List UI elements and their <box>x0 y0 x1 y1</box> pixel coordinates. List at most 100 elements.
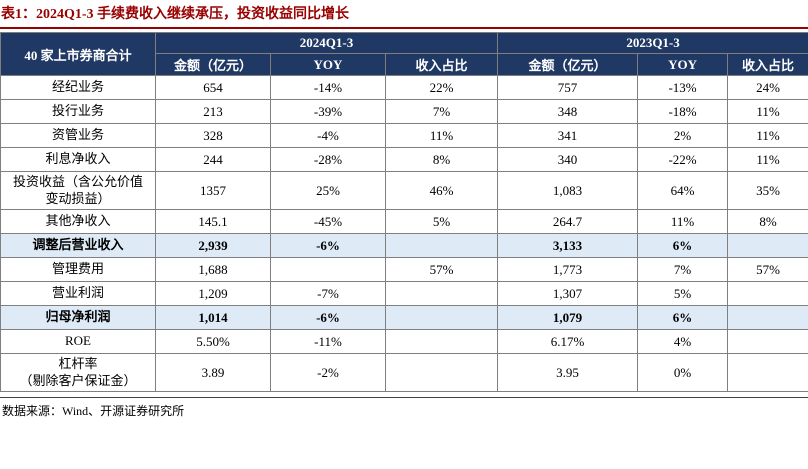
row-cell: 145.1 <box>155 209 271 234</box>
table-row: 投行业务 213 -39% 7% 348 -18% 11% <box>0 99 808 124</box>
row-cell: -4% <box>270 123 386 148</box>
period-group-header-1: 2024Q1-3 <box>154 32 499 54</box>
row-cell: 11% <box>727 123 808 148</box>
row-cell: -18% <box>637 99 729 124</box>
row-label: 管理费用 <box>0 257 156 282</box>
row-cell: -22% <box>637 147 729 172</box>
row-cell: 1357 <box>155 171 271 210</box>
row-cell: 1,688 <box>155 257 271 282</box>
row-cell: -45% <box>270 209 386 234</box>
table-row: 经纪业务 654 -14% 22% 757 -13% 24% <box>0 75 808 100</box>
row-cell: 7% <box>384 99 499 124</box>
table-row: 资管业务 328 -4% 11% 341 2% 11% <box>0 123 808 148</box>
row-cell: 4% <box>637 329 729 354</box>
row-cell: 3.89 <box>155 353 271 392</box>
row-cell: 1,307 <box>497 281 639 306</box>
row-cell: 2% <box>637 123 729 148</box>
period-group-header-2: 2023Q1-3 <box>497 32 808 54</box>
row-cell: 1,014 <box>155 305 271 330</box>
row-cell: 11% <box>637 209 729 234</box>
row-cell: 8% <box>727 209 808 234</box>
row-cell: -11% <box>270 329 386 354</box>
column-header: 收入占比 <box>727 53 808 76</box>
source-row: 数据来源：Wind、开源证券研究所 <box>0 397 808 419</box>
row-label: 调整后营业收入 <box>0 233 156 258</box>
row-cell <box>270 257 386 282</box>
row-cell: 24% <box>727 75 808 100</box>
row-cell: 1,083 <box>497 171 639 210</box>
row-cell: 0% <box>637 353 729 392</box>
row-cell: 11% <box>727 147 808 172</box>
row-cell <box>384 305 499 330</box>
row-cell: 6% <box>637 305 729 330</box>
row-cell: 264.7 <box>497 209 639 234</box>
row-cell: 6.17% <box>497 329 639 354</box>
row-cell: 1,079 <box>497 305 639 330</box>
row-cell: 64% <box>637 171 729 210</box>
row-cell: -6% <box>270 233 386 258</box>
row-cell <box>384 281 499 306</box>
row-cell: -39% <box>270 99 386 124</box>
row-label: 资管业务 <box>0 123 156 148</box>
row-label: 利息净收入 <box>0 147 156 172</box>
row-cell: 8% <box>384 147 499 172</box>
research-table-page: 表1：2024Q1-3 手续费收入继续承压，投资收益同比增长 40 家上市券商合… <box>0 7 808 419</box>
row-cell <box>727 233 808 258</box>
row-cell: 213 <box>155 99 271 124</box>
row-cell: -13% <box>637 75 729 100</box>
row-cell: 5.50% <box>155 329 271 354</box>
row-cell <box>727 353 808 392</box>
row-label: 投行业务 <box>0 99 156 124</box>
row-cell: 6% <box>637 233 729 258</box>
row-cell: 22% <box>384 75 499 100</box>
financial-table: 40 家上市券商合计 2024Q1-3 2023Q1-3 金额（亿元） YOY 收入占比金… <box>0 32 808 392</box>
row-cell <box>384 353 499 392</box>
row-cell: 328 <box>155 123 271 148</box>
data-source: 数据来源：Wind、开源证券研究所 <box>2 404 185 418</box>
row-cell <box>727 281 808 306</box>
row-label: 杠杆率 （剔除客户保证金） <box>0 353 156 392</box>
row-cell: 3,133 <box>497 233 639 258</box>
row-cell: 5% <box>637 281 729 306</box>
column-header: 金额（亿元） <box>155 53 271 76</box>
row-cell: 2,939 <box>155 233 271 258</box>
row-cell: 244 <box>155 147 271 172</box>
row-cell <box>727 329 808 354</box>
row-label: 营业利润 <box>0 281 156 306</box>
row-cell: 57% <box>384 257 499 282</box>
row-cell: -2% <box>270 353 386 392</box>
row-cell: 1,773 <box>497 257 639 282</box>
row-cell: 654 <box>155 75 271 100</box>
row-cell: -14% <box>270 75 386 100</box>
column-header: 收入占比 <box>384 53 499 76</box>
table-title: 表1：2024Q1-3 手续费收入继续承压，投资收益同比增长 <box>1 7 350 22</box>
row-label: 投资收益（含公允价值 变动损益） <box>0 171 156 210</box>
row-cell: 11% <box>727 99 808 124</box>
column-header: YOY <box>270 53 386 76</box>
row-cell: 757 <box>497 75 639 100</box>
row-cell <box>384 233 499 258</box>
table-row: 投资收益（含公允价值 变动损益） 1357 25% 46% 1,083 64% 35% <box>0 171 808 210</box>
row-label: 其他净收入 <box>0 209 156 234</box>
row-label: 归母净利润 <box>0 305 156 330</box>
title-underline <box>0 27 808 29</box>
row-cell: 341 <box>497 123 639 148</box>
row-cell: 340 <box>497 147 639 172</box>
row-label: ROE <box>0 329 156 354</box>
row-cell <box>384 329 499 354</box>
row-cell: 35% <box>727 171 808 210</box>
table-row: 营业利润 1,209 -7% 1,307 5% <box>0 281 808 306</box>
column-header: 金额（亿元） <box>497 53 639 76</box>
row-cell: 348 <box>497 99 639 124</box>
table-body: 经纪业务 654 -14% 22% 757 -13% 24% 投行业务 213 -39% 7% 348… <box>0 75 808 392</box>
row-cell: 1,209 <box>155 281 271 306</box>
table-row: 其他净收入 145.1 -45% 5% 264.7 11% 8% <box>0 209 808 234</box>
table-row: 管理费用 1,688 57% 1,773 7% 57% <box>0 257 808 282</box>
table-row: 调整后营业收入 2,939 -6% 3,133 6% <box>0 233 808 258</box>
row-cell: 7% <box>637 257 729 282</box>
row-cell: 57% <box>727 257 808 282</box>
row-cell: -7% <box>270 281 386 306</box>
row-cell: 5% <box>384 209 499 234</box>
table-row: 利息净收入 244 -28% 8% 340 -22% 11% <box>0 147 808 172</box>
row-cell: 25% <box>270 171 386 210</box>
